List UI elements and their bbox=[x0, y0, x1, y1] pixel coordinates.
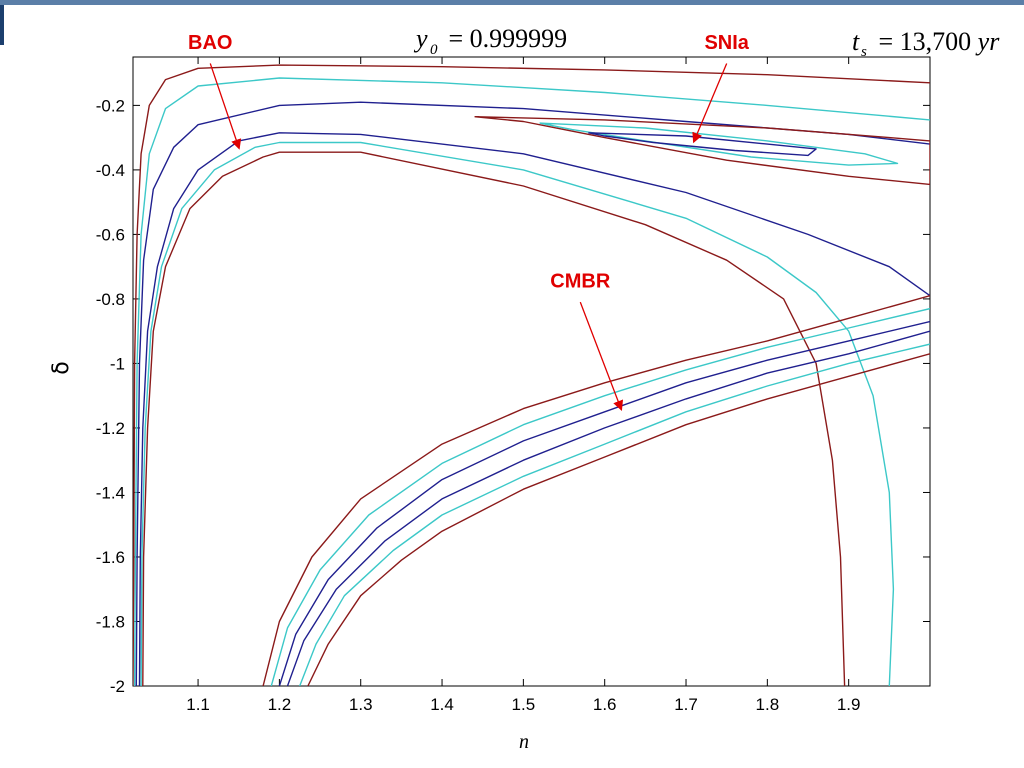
x-tick-label: 1.8 bbox=[756, 695, 780, 714]
annotation-label-cmbr: CMBR bbox=[550, 271, 611, 293]
annotation-label-snia: SNIa bbox=[704, 32, 749, 54]
x-tick-label: 1.5 bbox=[512, 695, 536, 714]
annotation-label-bao: BAO bbox=[188, 32, 232, 54]
annotation-arrow-cmbr bbox=[579, 301, 624, 412]
cmbr-contour-outer bbox=[262, 295, 930, 686]
bao-contour-inner bbox=[135, 101, 930, 686]
x-tick-label: 1.2 bbox=[268, 695, 292, 714]
y-tick-label: -1.8 bbox=[96, 612, 125, 631]
cmbr-contour-inner bbox=[278, 320, 930, 686]
plot-axes: 1.1 1.2 1.3 1.4 1.5 1.6 1.7 1.8 1.9 -0.2 -0.4 -0.6 -… bbox=[96, 56, 931, 714]
equation-y0-value: = 0.999999 bbox=[442, 24, 567, 53]
bao-contour-outer bbox=[142, 151, 846, 686]
annotation-arrow-snia bbox=[692, 63, 728, 144]
y-tick-label: -1 bbox=[110, 354, 125, 373]
x-tick-label: 1.3 bbox=[349, 695, 373, 714]
y-tick-label: -1.6 bbox=[96, 548, 125, 567]
y-tick-label: -1.2 bbox=[96, 419, 125, 438]
x-tick-label: 1.7 bbox=[674, 695, 698, 714]
cmbr-contour-middle bbox=[299, 343, 930, 686]
y-tick-label: -0.6 bbox=[96, 225, 125, 244]
equation-ts-subscript: s bbox=[861, 44, 867, 60]
plot-frame bbox=[132, 56, 931, 687]
contour-series-layer bbox=[133, 64, 930, 686]
cmbr-contour-middle bbox=[270, 307, 930, 686]
bao-contour-middle bbox=[133, 77, 930, 686]
x-tick-label: 1.4 bbox=[430, 695, 454, 714]
bao-contour-middle bbox=[140, 141, 895, 686]
x-axis-label: n bbox=[519, 731, 529, 753]
y-tick-label: -0.4 bbox=[96, 161, 125, 180]
snia-contour-outer bbox=[474, 116, 930, 186]
equation-ts-variable: t bbox=[852, 27, 860, 56]
equation-ts-number: = 13,700 bbox=[872, 27, 978, 56]
x-tick-label: 1.9 bbox=[837, 695, 861, 714]
cmbr-contour-inner bbox=[286, 330, 930, 686]
x-tick-label: 1.6 bbox=[593, 695, 617, 714]
equation-y0-variable: y bbox=[413, 24, 428, 53]
equation-y0: y 0 = 0.999999 bbox=[413, 24, 567, 58]
equation-y0-subscript: 0 bbox=[430, 42, 438, 58]
y-axis-label: δ bbox=[49, 361, 74, 374]
snia-contour-middle bbox=[539, 122, 899, 166]
equation-ts-unit: yr bbox=[975, 27, 1001, 56]
slide-corner-decoration bbox=[0, 5, 4, 45]
y-tick-label: -0.8 bbox=[96, 290, 125, 309]
equation-ts-value: = 13,700 yr bbox=[872, 27, 1000, 56]
bao-contour-inner bbox=[138, 132, 930, 686]
annotation-arrow-bao bbox=[209, 63, 242, 150]
bao-contour-outer bbox=[133, 64, 930, 686]
y-tick-label: -2 bbox=[110, 677, 125, 696]
equation-ts: t s = 13,700 yr bbox=[852, 27, 1000, 60]
y-tick-label: -1.4 bbox=[96, 483, 125, 502]
cmbr-contour-outer bbox=[307, 353, 930, 686]
snia-contour-inner bbox=[588, 132, 817, 157]
y-tick-label: -0.2 bbox=[96, 96, 125, 115]
slide-top-strip bbox=[0, 0, 1024, 5]
annotation-layer: BAO SNIa CMBR bbox=[188, 32, 750, 412]
x-tick-label: 1.1 bbox=[186, 695, 210, 714]
